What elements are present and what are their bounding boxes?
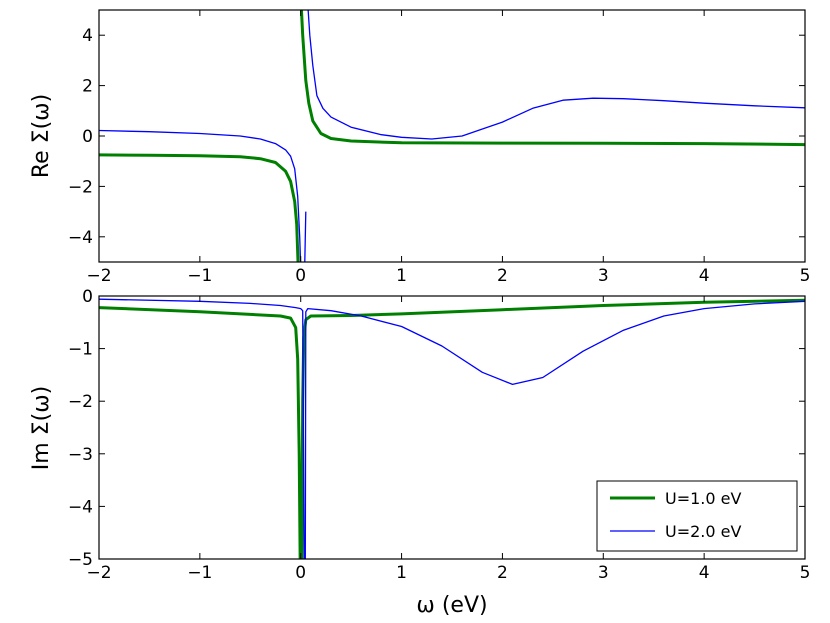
im-x-tick-label: 5: [800, 563, 811, 583]
re-x-tick-label: 4: [699, 266, 710, 286]
im-y-tick-label: −4: [68, 497, 93, 517]
legend-entry-u1: U=1.0 eV: [665, 489, 741, 508]
im-y-tick-label: −1: [68, 340, 93, 360]
re-x-tick-label: 0: [295, 266, 306, 286]
x-axis-label: ω (eV): [416, 593, 487, 618]
im-y-tick-label: −2: [68, 392, 93, 412]
im-x-tick-label: 3: [598, 563, 609, 583]
im-x-tick-label: 2: [497, 563, 508, 583]
im-sigma-panel: −2 −1 0 1 2 3 4 5 −5 −4 −3 −2 −1 0 Im Σ(ω) ω (eV) U=1…: [29, 287, 810, 618]
im-x-tick-label: −2: [86, 563, 111, 583]
re-series-line-2: [99, 10, 805, 262]
im-series-line-2: [99, 298, 805, 559]
re-sigma-ylabel: Re Σ(ω): [29, 94, 54, 178]
re-x-tick-label: 2: [497, 266, 508, 286]
im-sigma-ylabel: Im Σ(ω): [29, 386, 54, 470]
re-y-tick-label: −2: [68, 177, 93, 197]
re-series-line-1: [99, 10, 805, 262]
im-y-tick-label: −3: [68, 445, 93, 465]
re-sigma-plot-frame: [98, 9, 806, 263]
re-y-tick-label: −4: [68, 228, 93, 248]
re-y-tick-label: 2: [82, 77, 93, 97]
im-x-tick-label: 4: [699, 563, 710, 583]
re-y-tick-label: 0: [82, 127, 93, 147]
legend: U=1.0 eV U=2.0 eV: [596, 480, 798, 552]
re-x-tick-label: −2: [86, 266, 111, 286]
im-y-tick-label: −5: [68, 550, 93, 570]
legend-box: [596, 480, 798, 552]
re-y-tick-label: 4: [82, 26, 93, 46]
re-x-tick-label: 5: [800, 266, 811, 286]
im-x-tick-label: −1: [187, 563, 212, 583]
re-x-tick-label: −1: [187, 266, 212, 286]
re-sigma-panel: −2 −1 0 1 2 3 4 5 −4 −2 0 2 4 Re Σ(ω): [29, 9, 811, 286]
im-x-tick-label: 0: [295, 563, 306, 583]
im-y-tick-label: 0: [82, 287, 93, 307]
legend-entry-u2: U=2.0 eV: [665, 522, 741, 541]
im-x-tick-label: 1: [396, 563, 407, 583]
im-sigma-plot-frame: [98, 295, 806, 560]
re-x-tick-label: 1: [396, 266, 407, 286]
re-x-tick-label: 3: [598, 266, 609, 286]
